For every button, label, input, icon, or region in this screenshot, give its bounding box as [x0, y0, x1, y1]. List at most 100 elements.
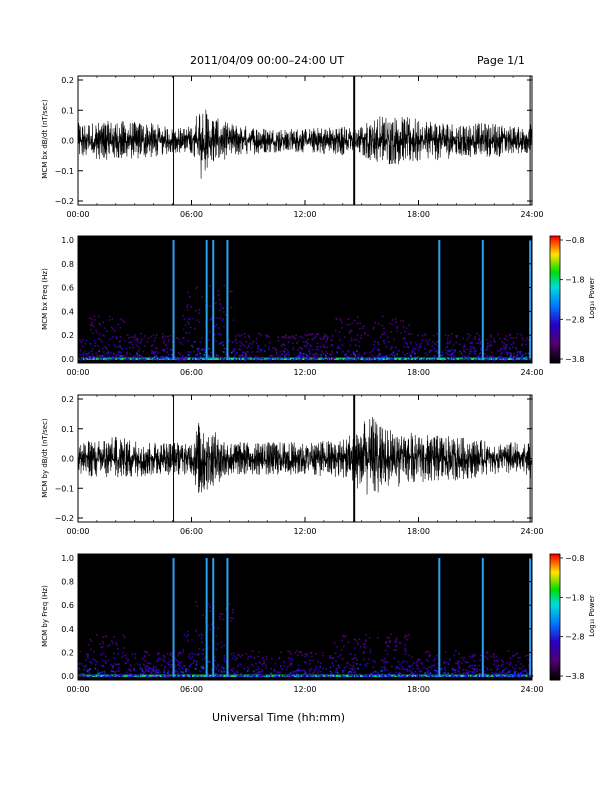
spectrogram-band — [294, 674, 297, 677]
spectrogram-cell — [282, 343, 285, 346]
spectrogram-cell — [426, 658, 428, 661]
spectrogram-cell — [401, 358, 403, 360]
spectrogram-cell — [154, 337, 157, 339]
spectrogram-cell — [352, 664, 355, 667]
spectrogram-cell — [189, 326, 192, 329]
spectrogram-cell — [412, 672, 414, 675]
spectrogram-cell — [357, 667, 359, 670]
spectrogram-band — [100, 674, 103, 677]
spectrogram-cell — [236, 672, 239, 674]
spectrogram-cell — [396, 330, 399, 333]
spectrogram-cell — [168, 353, 170, 356]
spectrogram-cell — [518, 667, 521, 669]
spectrogram-cell — [493, 663, 495, 666]
spectrogram-cell — [239, 340, 241, 343]
spectrogram-cell — [114, 664, 117, 666]
spectrogram-cell — [330, 344, 333, 346]
spectrogram-cell — [410, 671, 412, 673]
spectrogram-cell — [218, 357, 221, 360]
spectrogram-cell — [255, 355, 257, 358]
colorbar-segment — [550, 596, 560, 599]
spectrogram-cell — [399, 642, 402, 645]
spectrogram-cell — [458, 343, 461, 345]
spectrogram-band — [253, 357, 256, 360]
spectrogram-band — [410, 674, 413, 677]
spectrogram-cell — [108, 356, 110, 358]
spectrogram-cell — [286, 352, 288, 355]
spectrogram-cell — [517, 672, 519, 675]
spectrogram-cell — [109, 664, 112, 666]
spectrogram-cell — [201, 348, 204, 350]
x-tick-label: 06:00 — [180, 685, 203, 694]
spectrogram-cell — [103, 670, 106, 673]
spectrogram-cell — [427, 674, 430, 676]
spectrogram-cell — [115, 642, 117, 644]
y-tick-label: 0.6 — [61, 601, 74, 610]
spectrogram-band — [315, 674, 318, 677]
spectrogram-cell — [104, 635, 107, 637]
spectrogram-cell — [417, 334, 419, 337]
spectrogram-cell — [215, 355, 218, 358]
spectrogram-cell — [283, 665, 286, 667]
spectrogram-cell — [345, 323, 348, 326]
spectrogram-cell — [322, 352, 325, 355]
spectrogram-cell — [520, 358, 523, 360]
spectrogram-cell — [322, 345, 325, 348]
spectrogram-cell — [290, 662, 293, 664]
spectrogram-cell — [524, 339, 527, 342]
spectrogram-cell — [296, 356, 299, 358]
spectrogram-cell — [176, 660, 179, 662]
spectrogram-cell — [222, 307, 224, 309]
spectrogram-cell — [200, 633, 203, 636]
spectrogram-cell — [223, 657, 226, 660]
colorbar-segment — [550, 587, 560, 591]
spectrogram-cell — [309, 659, 312, 661]
spectrogram-cell — [395, 641, 398, 643]
spectrogram-cell — [102, 334, 104, 336]
spectrogram-cell — [434, 658, 436, 660]
spectrogram-cell — [163, 356, 165, 359]
spectrogram-cell — [170, 348, 172, 351]
spectrogram-band — [186, 674, 189, 677]
spectrogram-cell — [185, 324, 187, 326]
spectrogram-cell — [230, 669, 232, 671]
spectrogram-band — [347, 674, 350, 677]
spectrogram-cell — [89, 638, 92, 641]
colorbar-segment — [550, 236, 560, 239]
spectrogram-cell — [111, 675, 113, 678]
spectrogram-cell — [285, 334, 287, 336]
spectrogram-cell — [146, 340, 149, 343]
spectrogram-cell — [296, 342, 298, 345]
spectrogram-cell — [250, 674, 252, 677]
spectrogram-cell — [484, 358, 487, 361]
spectrogram-cell — [520, 668, 523, 670]
spectrogram-cell — [174, 666, 176, 669]
spectrogram-cell — [301, 356, 304, 358]
spectrogram-band — [224, 674, 227, 677]
spectrogram-cell — [468, 352, 471, 355]
spectrogram-cell — [153, 358, 156, 360]
spectrogram-cell — [241, 344, 244, 346]
spectrogram-cell — [524, 669, 527, 671]
spectrogram-band — [235, 674, 238, 677]
spectrogram-cell — [341, 344, 344, 346]
spectrogram-cell — [143, 650, 146, 653]
spectrogram-cell — [495, 655, 498, 658]
spectrogram-cell — [459, 350, 461, 353]
spectrogram-cell — [447, 334, 449, 337]
spectrogram-band — [159, 674, 162, 677]
spectrogram-cell — [245, 341, 248, 343]
spectrogram-cell — [222, 356, 224, 359]
spectrogram-band — [230, 357, 233, 360]
spectrogram-cell — [512, 357, 514, 360]
spectrogram-cell — [307, 355, 309, 357]
spectrogram-cell — [299, 351, 302, 354]
spectrogram-cell — [165, 358, 167, 361]
spectrogram-cell — [134, 657, 137, 659]
spectrogram-cell — [105, 330, 108, 332]
y-tick-label: −0.1 — [55, 167, 74, 176]
spectrogram-cell — [457, 666, 460, 669]
spectrogram-cell — [402, 338, 405, 341]
spectrogram-cell — [182, 337, 184, 340]
spectrogram-cell — [95, 660, 98, 663]
